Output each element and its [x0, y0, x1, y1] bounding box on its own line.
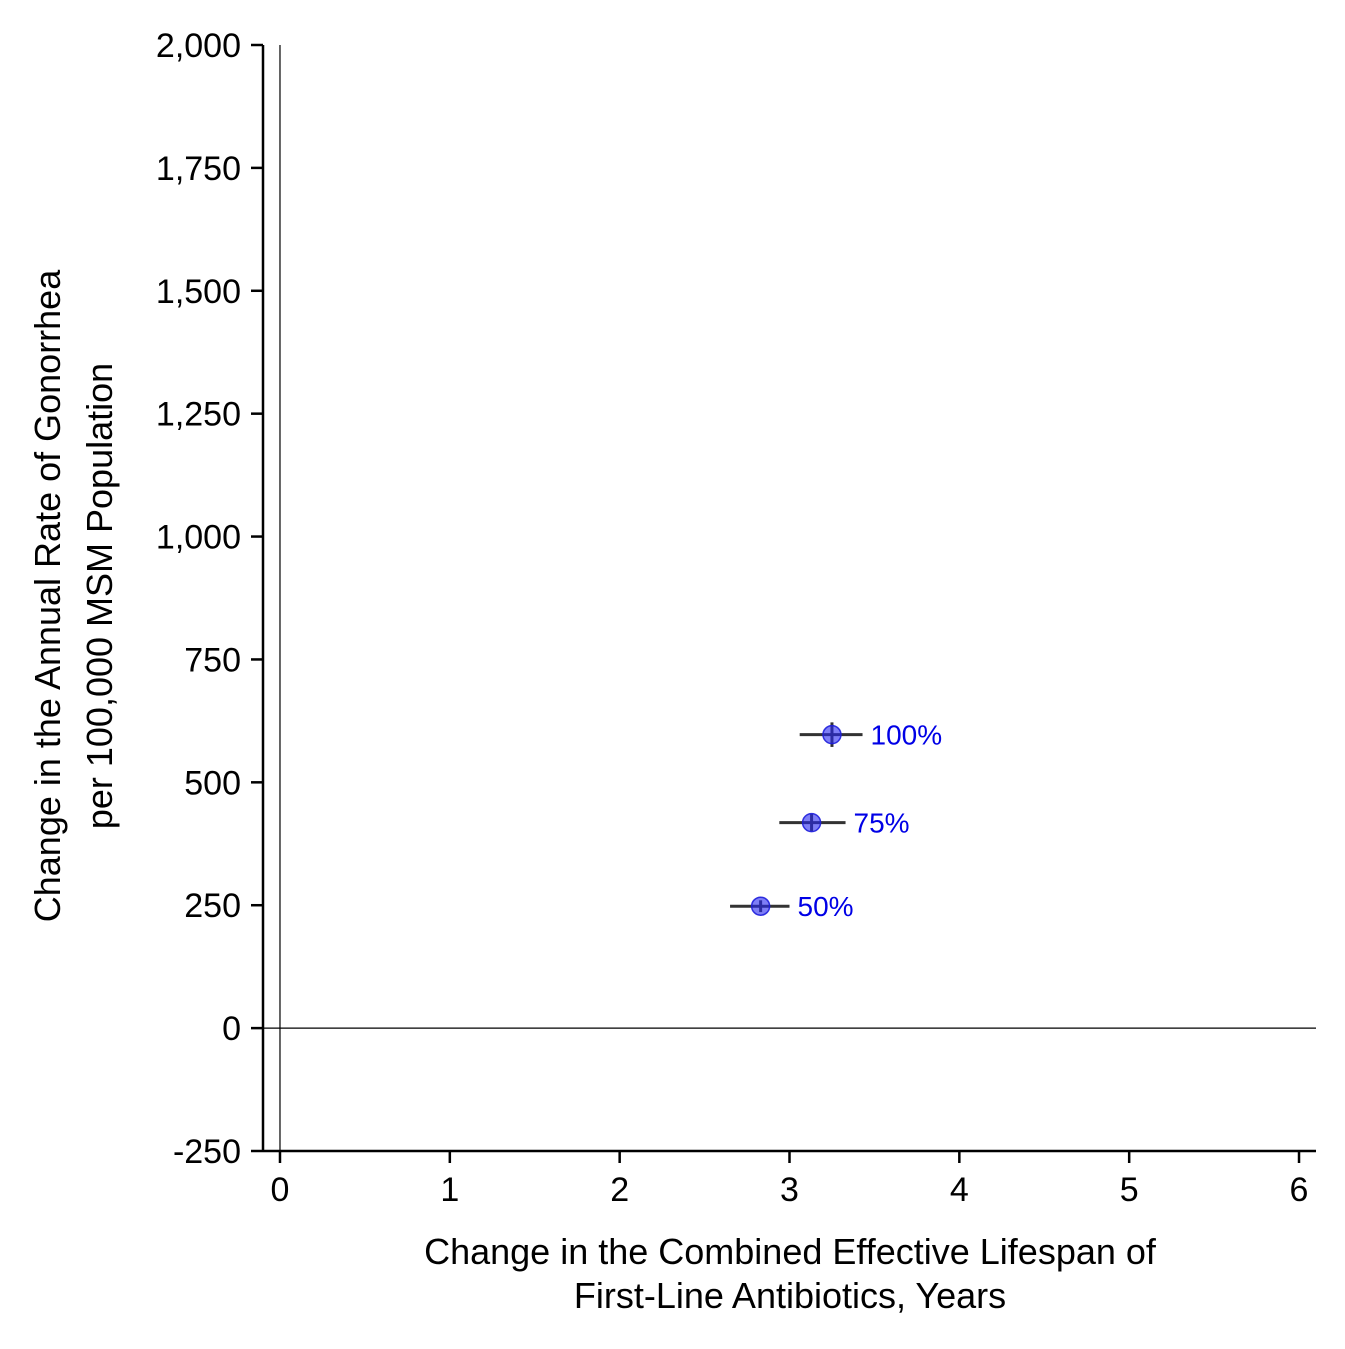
- x-tick-label: 2: [610, 1171, 629, 1209]
- y-tick-label: 1,000: [156, 519, 241, 557]
- x-tick-label: 6: [1290, 1171, 1309, 1209]
- x-axis-title: Change in the Combined Effective Lifespa…: [424, 1231, 1157, 1316]
- y-tick-label: 1,250: [156, 396, 241, 434]
- point-label: 50%: [798, 891, 854, 922]
- reference-lines: [263, 45, 1316, 1151]
- y-tick-label: 500: [184, 764, 241, 802]
- y-axis-title-line: per 100,000 MSM Population: [79, 363, 120, 829]
- x-axis-title-line: Change in the Combined Effective Lifespa…: [424, 1231, 1157, 1272]
- data-point: [750, 896, 771, 916]
- point-label: 75%: [854, 808, 910, 839]
- data-point: [822, 724, 842, 745]
- x-tick-label: 1: [440, 1171, 459, 1209]
- y-tick-label: 0: [222, 1010, 241, 1048]
- point-label: 100%: [871, 720, 943, 751]
- x-tick-label: 5: [1120, 1171, 1139, 1209]
- data-point: [801, 812, 822, 833]
- x-tick-label: 3: [780, 1171, 799, 1209]
- y-tick-label: 1,500: [156, 273, 241, 311]
- data-points: [750, 724, 842, 916]
- x-tick-label: 4: [950, 1171, 969, 1209]
- y-axis-ticks: -250 0 250 500 750 1,000 1,250 1,500 1,750 2,000: [156, 27, 263, 1171]
- x-tick-label: 0: [271, 1171, 290, 1209]
- y-tick-label: 250: [184, 887, 241, 925]
- y-tick-label: 1,750: [156, 150, 241, 188]
- y-axis-title: Change in the Annual Rate of Gonorrhea pe…: [27, 269, 120, 922]
- y-tick-label: 750: [184, 641, 241, 679]
- axes: [261, 45, 1316, 1153]
- error-bars: [730, 722, 863, 913]
- x-axis-title-line: First-Line Antibiotics, Years: [574, 1275, 1006, 1316]
- y-axis-title-line: Change in the Annual Rate of Gonorrhea: [27, 269, 68, 922]
- x-axis-ticks: 0 1 2 3 4 5 6: [271, 1151, 1309, 1209]
- y-tick-label: 2,000: [156, 27, 241, 65]
- point-labels: 100% 75% 50%: [798, 720, 943, 923]
- y-tick-label: -250: [173, 1133, 241, 1171]
